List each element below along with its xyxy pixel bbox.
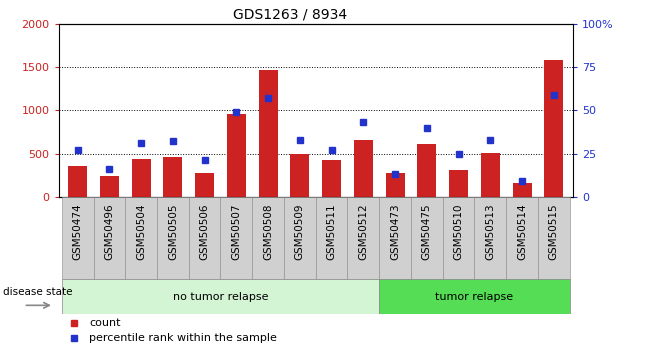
Bar (417, 144, 436, 197)
Bar (68, 167, 87, 197)
Bar (322, 159, 341, 197)
Bar (290, 155, 309, 197)
Bar (443, 197, 475, 279)
Bar (538, 197, 570, 279)
Text: GSM50474: GSM50474 (73, 203, 83, 260)
Bar (195, 173, 214, 197)
Bar (94, 197, 125, 279)
Text: tumor relapse: tumor relapse (436, 292, 514, 302)
Bar (449, 170, 468, 197)
Bar (189, 197, 221, 279)
Bar (385, 172, 405, 197)
Text: GSM50506: GSM50506 (200, 203, 210, 260)
Text: GSM50507: GSM50507 (231, 203, 242, 260)
Text: GSM50513: GSM50513 (486, 203, 495, 260)
Text: GSM50505: GSM50505 (168, 203, 178, 260)
Bar (157, 197, 189, 279)
Bar (512, 183, 532, 197)
Text: GSM50512: GSM50512 (358, 203, 368, 260)
Bar (258, 70, 277, 197)
Title: GDS1263 / 8934: GDS1263 / 8934 (233, 8, 347, 22)
Bar (125, 197, 157, 279)
Bar (481, 152, 500, 197)
Bar (316, 197, 348, 279)
Text: GSM50514: GSM50514 (517, 203, 527, 260)
Text: GSM50510: GSM50510 (454, 203, 464, 260)
Text: GSM50473: GSM50473 (390, 203, 400, 260)
Bar (380, 279, 570, 314)
Bar (348, 197, 380, 279)
Text: disease state: disease state (3, 287, 72, 296)
Text: GSM50496: GSM50496 (104, 203, 115, 260)
Bar (163, 157, 182, 197)
Text: GSM50509: GSM50509 (295, 203, 305, 260)
Bar (506, 197, 538, 279)
Text: GSM50508: GSM50508 (263, 203, 273, 260)
Bar (544, 60, 563, 197)
Bar (475, 197, 506, 279)
Bar (411, 197, 443, 279)
Text: percentile rank within the sample: percentile rank within the sample (89, 333, 277, 343)
Bar (284, 197, 316, 279)
Text: GSM50515: GSM50515 (549, 203, 559, 260)
Bar (62, 197, 94, 279)
Bar (62, 279, 380, 314)
Text: GSM50475: GSM50475 (422, 203, 432, 260)
Bar (252, 197, 284, 279)
Text: GSM50511: GSM50511 (327, 203, 337, 260)
Bar (221, 197, 252, 279)
Text: GSM50504: GSM50504 (136, 203, 146, 260)
Bar (354, 140, 373, 197)
Bar (227, 114, 246, 197)
Text: no tumor relapse: no tumor relapse (173, 292, 268, 302)
Bar (100, 176, 119, 197)
Text: count: count (89, 318, 121, 328)
Bar (132, 159, 150, 197)
Bar (380, 197, 411, 279)
